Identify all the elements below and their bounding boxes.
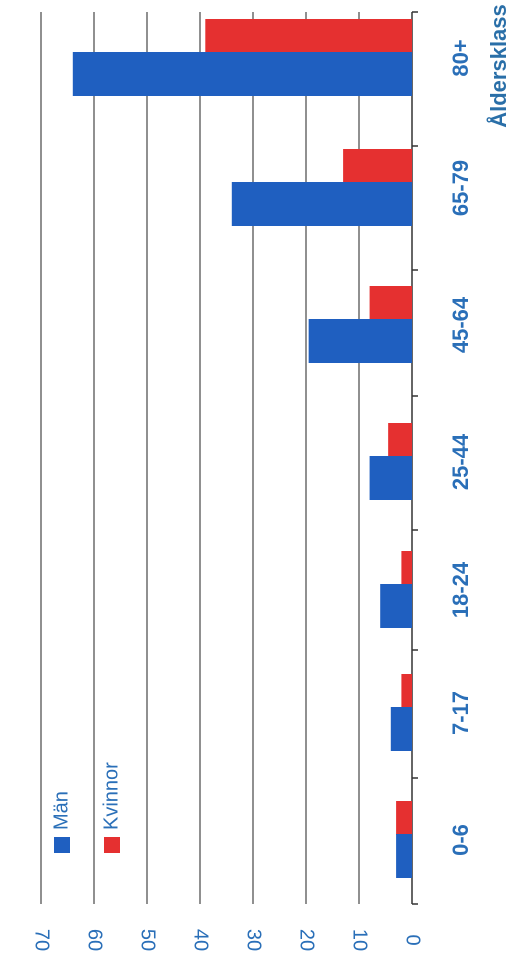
bar-kvinnor <box>396 801 412 835</box>
bar-kvinnor <box>369 286 412 320</box>
bar-kvinnor <box>388 423 412 457</box>
category-label: 45-64 <box>448 296 473 353</box>
value-tick-label: 30 <box>243 929 265 951</box>
legend-label-man: Män <box>50 791 72 830</box>
category-label: 80+ <box>448 39 473 76</box>
bar-kvinnor <box>401 551 412 585</box>
x-axis-title: Åldersklass <box>485 4 511 128</box>
legend-swatch-man <box>54 837 70 853</box>
category-label: 65-79 <box>448 160 473 216</box>
legend-label-kvinnor: Kvinnor <box>100 762 122 830</box>
bar-man <box>396 834 412 878</box>
bar-man <box>308 319 412 363</box>
bar-man <box>231 182 412 226</box>
value-tick-label: 60 <box>84 929 106 951</box>
bar-kvinnor <box>205 19 412 53</box>
category-label: 18-24 <box>448 561 473 618</box>
value-tick-label: 40 <box>190 929 212 951</box>
value-tick-label: 10 <box>349 929 371 951</box>
value-tick-label: 20 <box>296 929 318 951</box>
legend-swatch-kvinnor <box>104 837 120 853</box>
bar-man <box>380 584 412 628</box>
bar-man <box>369 456 412 500</box>
value-tick-label: 70 <box>31 929 53 951</box>
category-label: 25-44 <box>448 433 473 490</box>
category-label: 7-17 <box>448 691 473 735</box>
value-tick-label: 50 <box>137 929 159 951</box>
value-tick-label: 0 <box>402 934 424 945</box>
bar-man <box>390 707 412 751</box>
bar-man <box>72 52 413 96</box>
bar-kvinnor <box>401 674 412 708</box>
bar-kvinnor <box>343 149 412 183</box>
category-label: 0-6 <box>448 824 473 856</box>
